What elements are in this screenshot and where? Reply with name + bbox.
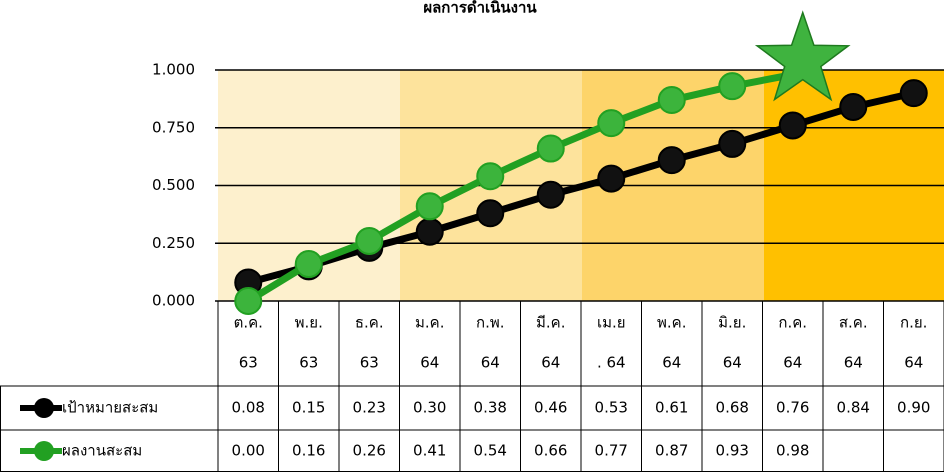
data-label: 0.90 [897,399,930,417]
x-tick-label: มิ.ย. [718,314,746,332]
point-marker [597,164,626,193]
y-tick-label: 0.500 [152,176,195,194]
x-tick-label: เม.ย [597,314,626,332]
data-label: 0.46 [534,399,567,417]
series-line [246,71,794,304]
data-label: 0.15 [292,399,325,417]
legend-marker [34,398,54,418]
point-marker [536,134,565,163]
data-label: 0.53 [595,399,628,417]
data-label: 0.61 [655,399,688,417]
legend-label: เป้าหมายสะสม [62,399,158,417]
point-marker [718,72,747,101]
data-label: 0.77 [595,442,628,460]
x-tick-label: . 64 [597,354,626,372]
data-label: 0.41 [413,442,446,460]
x-tick-label: 64 [844,354,863,372]
data-label: 0.38 [474,399,507,417]
x-tick-label: ก.พ. [476,314,505,332]
x-tick-label: 64 [904,354,923,372]
chart-title: ผลการดำเนินงาน [423,0,537,17]
data-label: 0.93 [716,442,749,460]
point-marker [476,199,505,228]
x-tick-label: พ.ย. [295,314,323,332]
data-label: 0.76 [776,399,809,417]
point-marker [415,217,444,246]
point-marker [234,287,263,315]
x-tick-label: ส.ค. [839,314,868,332]
data-label: 0.87 [655,442,688,460]
y-tick-label: 0.000 [152,292,195,310]
point-marker [839,92,868,121]
point-marker [657,146,686,175]
x-tick-label: 64 [783,354,802,372]
x-tick-label: 64 [481,354,500,372]
data-label: 0.16 [292,442,325,460]
x-tick-label: ก.ค. [778,314,807,332]
x-tick-label: ธ.ค. [355,314,384,332]
point-marker [657,86,686,115]
x-tick-label: ต.ค. [234,314,263,332]
data-label: 0.00 [232,442,265,460]
point-marker [415,192,444,221]
data-label: 0.26 [353,442,386,460]
data-label: 0.68 [716,399,749,417]
data-label: 0.30 [413,399,446,417]
data-label: 0.84 [837,399,870,417]
x-tick-label: 64 [723,354,742,372]
data-label: 0.66 [534,442,567,460]
x-tick-label: 64 [420,354,439,372]
point-marker [294,250,323,279]
data-label: 0.98 [776,442,809,460]
point-marker [355,226,384,255]
y-tick-label: 0.250 [152,234,195,252]
x-tick-label: ก.ย. [900,314,927,332]
point-marker [597,109,626,138]
star-marker [754,10,851,102]
point-marker [718,129,747,158]
x-tick-label: 64 [662,354,681,372]
legend-label: ผลงานสะสม [62,442,142,460]
x-tick-label: 64 [541,354,560,372]
data-label: 0.54 [474,442,507,460]
point-marker [476,162,505,191]
x-tick-label: 63 [360,354,379,372]
point-marker [536,180,565,209]
y-tick-label: 1.000 [152,61,195,79]
y-tick-label: 0.750 [152,118,195,136]
point-marker [899,79,928,108]
data-label: 0.23 [353,399,386,417]
data-label: 0.08 [232,399,265,417]
legend-marker [34,441,54,461]
x-tick-label: 63 [239,354,258,372]
x-tick-label: พ.ค. [657,314,686,332]
x-tick-label: 63 [299,354,318,372]
x-tick-label: มี.ค. [536,314,565,332]
point-marker [778,111,807,140]
x-tick-label: ม.ค. [415,314,444,332]
